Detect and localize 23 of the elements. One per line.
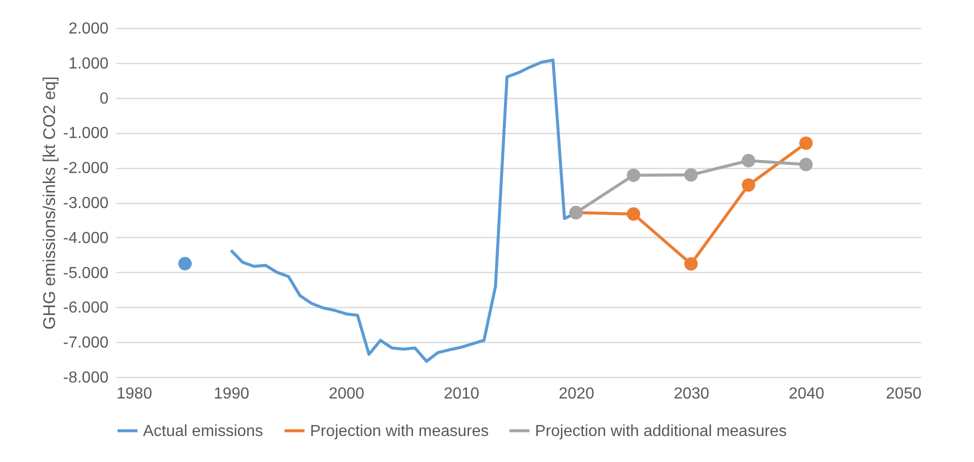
y-tick-label: -3.000 xyxy=(63,195,109,212)
y-tick-label: -6.000 xyxy=(63,300,109,317)
x-tick-label: 2040 xyxy=(788,386,824,402)
x-tick-label: 2010 xyxy=(444,386,480,402)
legend-label: Projection with measures xyxy=(310,422,489,440)
y-tick-label: -7.000 xyxy=(63,334,109,352)
y-tick-label: -8.000 xyxy=(63,370,109,386)
y-tick-label: -1.000 xyxy=(63,125,109,142)
x-tick-label: 2020 xyxy=(558,386,594,402)
x-tick-label: 2030 xyxy=(674,386,710,402)
x-tick-label: 1980 xyxy=(116,386,152,402)
y-tick-label: 2.000 xyxy=(68,20,109,38)
y-tick-label: -5.000 xyxy=(63,264,109,282)
y-tick-label: -2.000 xyxy=(63,160,109,178)
y-tick-label: 0 xyxy=(100,90,109,108)
x-tick-label: 2050 xyxy=(886,386,922,402)
x-tick-label: 2000 xyxy=(328,386,364,402)
y-tick-label: 1.000 xyxy=(68,55,109,72)
y-tick-label: -4.000 xyxy=(63,230,109,247)
legend-label: Actual emissions xyxy=(143,422,264,440)
y-axis-title: GHG emissions/sinks [kt CO2 eq] xyxy=(40,76,60,330)
x-tick-label: 1990 xyxy=(214,386,250,402)
legend-label: Projection with additional measures xyxy=(535,422,787,440)
